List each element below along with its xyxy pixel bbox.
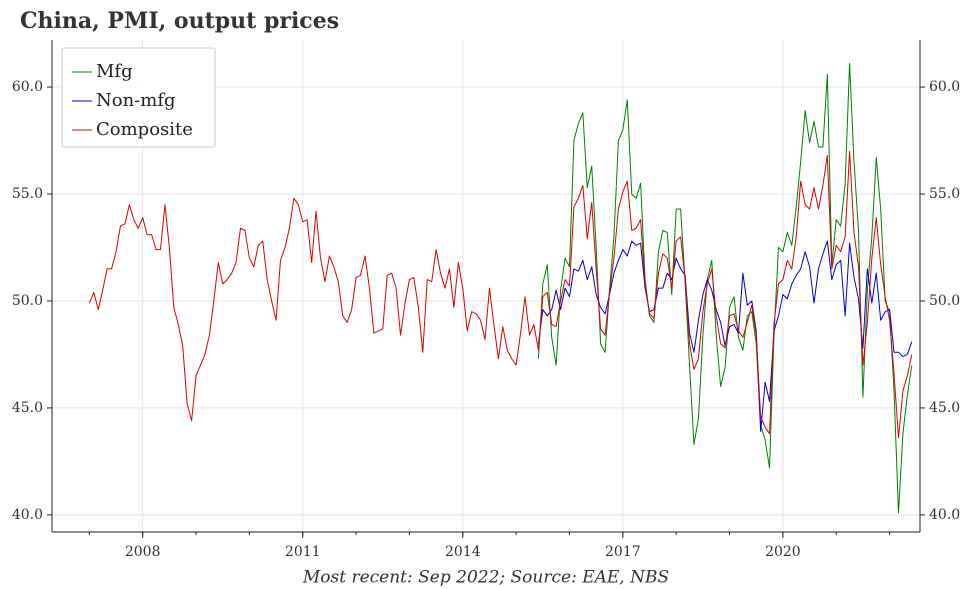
legend-box <box>61 47 216 148</box>
x-tick-label: 2014 <box>445 544 481 560</box>
x-tick-label: 2017 <box>605 544 641 560</box>
y-tick-label: 45.0 <box>12 400 43 416</box>
y2-tick-label: 45.0 <box>929 400 960 416</box>
axes: 40.0 40.0 45.0 45.0 50.0 50.0 55.0 55.0 60.0 60.0… <box>12 40 960 560</box>
series-line <box>88 150 913 439</box>
x-tick-label: 2008 <box>125 544 161 560</box>
legend: Mfg Non-mfg Composite <box>61 47 216 148</box>
legend-label: Mfg <box>96 61 133 82</box>
y-tick-label: 40.0 <box>12 507 43 523</box>
y2-tick-label: 50.0 <box>929 293 960 309</box>
x-tick-label: 2020 <box>765 544 801 560</box>
y-tick-label: 50.0 <box>12 293 43 309</box>
y2-tick-label: 40.0 <box>929 507 960 523</box>
caption: Most recent: Sep 2022; Source: EAE, NBS <box>302 568 669 588</box>
chart-title: China, PMI, output prices <box>20 8 339 34</box>
y2-tick-label: 60.0 <box>929 79 960 95</box>
x-tick-label: 2011 <box>285 544 321 560</box>
y-tick-label: 60.0 <box>12 79 43 95</box>
legend-label: Composite <box>96 119 193 140</box>
legend-label: Non-mfg <box>96 90 176 111</box>
lines <box>88 63 913 514</box>
y-tick-label: 55.0 <box>12 186 43 202</box>
series-line <box>537 63 913 514</box>
series-line <box>537 240 913 432</box>
y2-tick-label: 55.0 <box>929 186 960 202</box>
